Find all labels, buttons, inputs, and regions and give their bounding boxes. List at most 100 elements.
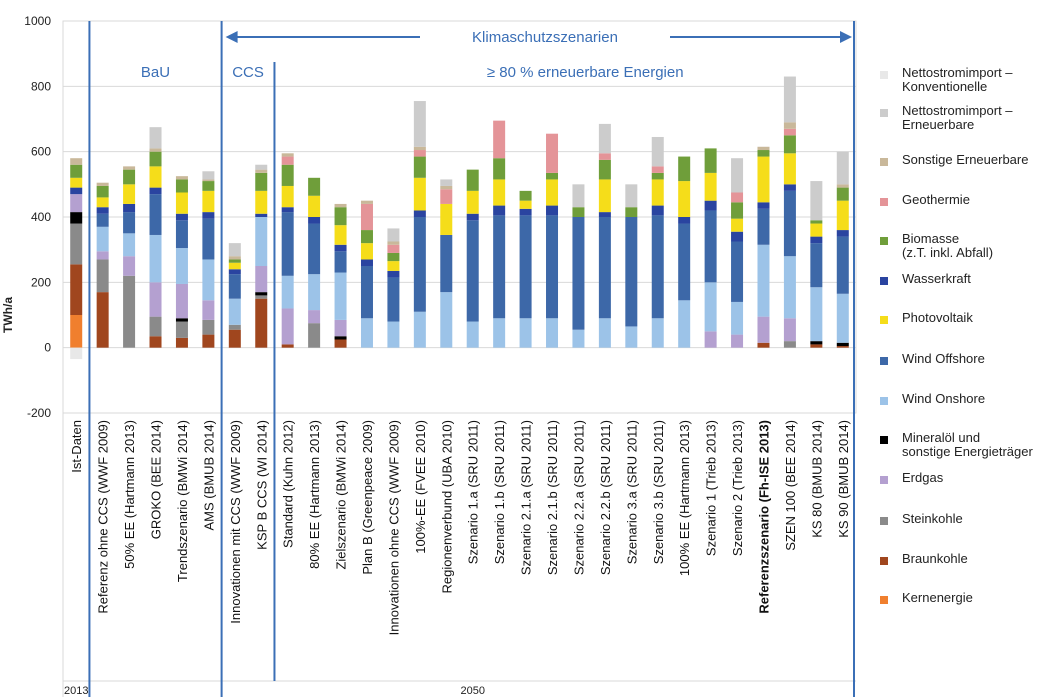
bar-segment xyxy=(546,206,558,216)
bar-segment xyxy=(440,186,452,189)
bar-segment xyxy=(731,202,743,218)
category-label: GROKO (BEE 2014) xyxy=(149,420,164,539)
legend-swatch xyxy=(880,198,888,206)
bar-segment xyxy=(70,188,82,195)
bar-segment xyxy=(229,330,241,348)
legend-swatch xyxy=(880,436,888,444)
legend-swatch xyxy=(880,237,888,245)
bar-segment xyxy=(784,341,796,348)
legend-swatch xyxy=(880,517,888,525)
bar-segment xyxy=(784,184,796,191)
category-label: Referenzszenario (Fh-ISE 2013) xyxy=(756,420,771,614)
category-label: Trendszenario (BMWi 2014) xyxy=(175,420,190,582)
bar-segment xyxy=(282,186,294,207)
legend-label: Sonstige Erneuerbare xyxy=(902,153,1028,167)
bar-segment xyxy=(335,207,347,225)
bar-segment xyxy=(678,157,690,182)
bar-segment xyxy=(255,299,267,348)
bar-segment xyxy=(599,153,611,160)
bar-segment xyxy=(731,232,743,242)
bar-segment xyxy=(731,302,743,335)
bar-segment xyxy=(440,235,452,292)
bar-segment xyxy=(123,204,135,212)
y-axis-title: TWh/a xyxy=(1,297,15,333)
bar-segment xyxy=(837,294,849,343)
bar-segment xyxy=(757,147,769,150)
bar-segment xyxy=(520,191,532,201)
bar-segment xyxy=(202,212,214,219)
bar-segment xyxy=(652,179,664,205)
bar-segment xyxy=(176,179,188,192)
legend-item: Sonstige Erneuerbare xyxy=(880,153,1028,167)
legend-item: Biomasse (z.T. inkl. Abfall) xyxy=(880,232,993,260)
legend-label: Photovoltaik xyxy=(902,311,973,325)
category-label: Szenario 2.1.a (SRU 2011) xyxy=(519,420,534,575)
category-label: 100% EE (Hartmann 2013) xyxy=(677,420,692,576)
bar-segment xyxy=(255,217,267,266)
bar-segment xyxy=(97,197,109,207)
bar-segment xyxy=(97,251,109,259)
category-label: Szenario 2.1.b (SRU 2011) xyxy=(545,420,560,575)
legend-swatch xyxy=(880,316,888,324)
bar-segment xyxy=(810,344,822,347)
bar-segment xyxy=(705,331,717,347)
category-label: KS 80 (BMUB 2014) xyxy=(809,420,824,538)
bar-segment xyxy=(572,207,584,217)
bar-segment xyxy=(308,196,320,217)
bar-segment xyxy=(414,101,426,147)
bar-segment xyxy=(705,201,717,211)
group-label-bau: BaU xyxy=(141,64,170,81)
bar-segment xyxy=(308,323,320,348)
bar-segment xyxy=(837,230,849,237)
bar-segment xyxy=(705,148,717,173)
bar-segment xyxy=(837,343,849,346)
y-tick-label: 400 xyxy=(31,210,51,224)
bar-segment xyxy=(467,191,479,214)
bar-segment xyxy=(467,322,479,348)
y-axis-ticks: -200 0 200 400 600 800 1000 xyxy=(24,14,51,420)
bar-segment xyxy=(150,188,162,195)
bar-segment xyxy=(282,153,294,156)
legend-swatch xyxy=(880,158,888,166)
bars xyxy=(70,77,849,360)
bar-segment xyxy=(387,228,399,241)
category-label: SZEN 100 (BEE 2014) xyxy=(783,420,798,551)
bar-segment xyxy=(572,330,584,348)
bar-segment xyxy=(202,179,214,181)
legend-label: Mineralöl und sonstige Energieträger xyxy=(902,431,1033,459)
bar-segment xyxy=(520,318,532,347)
bar-segment xyxy=(70,212,82,223)
bar-segment xyxy=(361,318,373,347)
arrow-left-icon xyxy=(226,31,238,43)
bar-segment xyxy=(625,184,637,207)
bar-segment xyxy=(625,207,637,217)
legend-label: Wasserkraft xyxy=(902,272,971,286)
bar-segment xyxy=(202,259,214,300)
bar-segment xyxy=(599,160,611,180)
bar-segment xyxy=(150,148,162,151)
category-label: Szenario 2 (Trieb 2013) xyxy=(730,420,745,556)
bar-segment xyxy=(202,191,214,212)
bar-segment xyxy=(757,157,769,203)
bar-segment xyxy=(97,183,109,186)
legend-label: Steinkohle xyxy=(902,512,963,526)
bar-segment xyxy=(837,184,849,187)
year-labels: 2013 2050 xyxy=(64,685,485,697)
bar-segment xyxy=(784,122,796,129)
bar-segment xyxy=(97,292,109,348)
legend-item: Geothermie xyxy=(880,193,970,207)
bar-segment xyxy=(837,152,849,185)
bar-segment xyxy=(467,220,479,321)
legend-item: Photovoltaik xyxy=(880,311,973,325)
bar-segment xyxy=(784,129,796,136)
bar-segment xyxy=(176,322,188,338)
category-label: Szenario 3.a (SRU 2011) xyxy=(624,420,639,564)
year-label-2050: 2050 xyxy=(460,685,484,697)
group-label-ccs: CCS xyxy=(232,64,264,81)
legend-label: Erdgas xyxy=(902,471,943,485)
bar-segment xyxy=(705,173,717,201)
bar-segment xyxy=(705,282,717,331)
bar-segment xyxy=(97,186,109,197)
bar-segment xyxy=(572,184,584,207)
legend-swatch xyxy=(880,596,888,604)
